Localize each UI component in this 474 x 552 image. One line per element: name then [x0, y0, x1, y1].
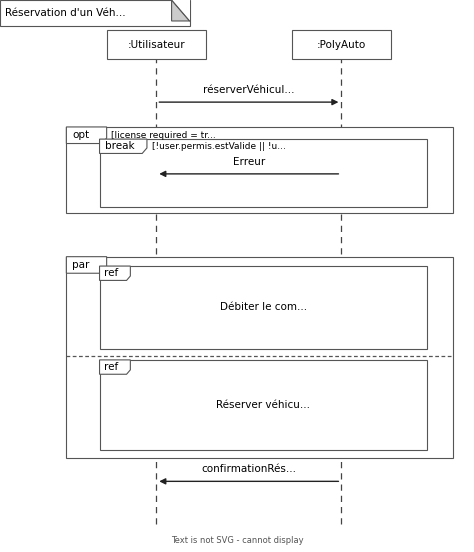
Bar	[100, 139, 427, 207]
Bar	[107, 30, 206, 59]
Bar	[292, 30, 391, 59]
Text: break: break	[105, 141, 135, 151]
Polygon shape	[100, 266, 130, 280]
Polygon shape	[66, 127, 107, 144]
Bar	[100, 360, 427, 450]
Text: Débiter le com...: Débiter le com...	[219, 302, 307, 312]
Polygon shape	[100, 139, 147, 153]
Text: Réserver véhicu...: Réserver véhicu...	[216, 400, 310, 410]
Bar	[66, 257, 453, 458]
Polygon shape	[100, 360, 130, 374]
Bar	[66, 127, 453, 213]
Text: [license required = tr...: [license required = tr...	[111, 131, 216, 140]
Text: ref: ref	[104, 362, 118, 372]
Bar	[100, 266, 427, 349]
Text: ref: ref	[104, 268, 118, 278]
Text: réserverVéhicul...: réserverVéhicul...	[203, 85, 295, 95]
Text: par: par	[72, 260, 90, 270]
Bar	[0, 0, 190, 26]
Polygon shape	[172, 0, 190, 21]
Text: [!user.permis.estValide || !u...: [!user.permis.estValide || !u...	[152, 142, 285, 151]
Text: Erreur: Erreur	[233, 157, 265, 167]
Text: :PolyAuto: :PolyAuto	[317, 40, 366, 50]
Text: :Utilisateur: :Utilisateur	[128, 40, 185, 50]
Text: Text is not SVG - cannot display: Text is not SVG - cannot display	[171, 537, 303, 545]
Text: Réservation d'un Véh...: Réservation d'un Véh...	[5, 8, 125, 18]
Text: opt: opt	[72, 130, 89, 140]
Text: confirmationRés...: confirmationRés...	[201, 464, 296, 474]
Polygon shape	[66, 257, 107, 273]
Polygon shape	[172, 0, 190, 21]
